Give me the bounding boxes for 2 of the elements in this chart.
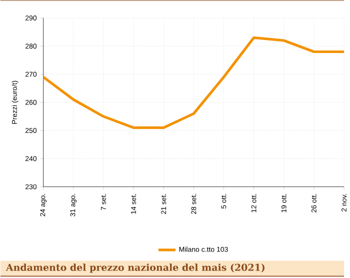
line-series bbox=[43, 36, 344, 130]
text: Andamento del prezzo nazionale del mais (2021) bbox=[6, 264, 264, 273]
